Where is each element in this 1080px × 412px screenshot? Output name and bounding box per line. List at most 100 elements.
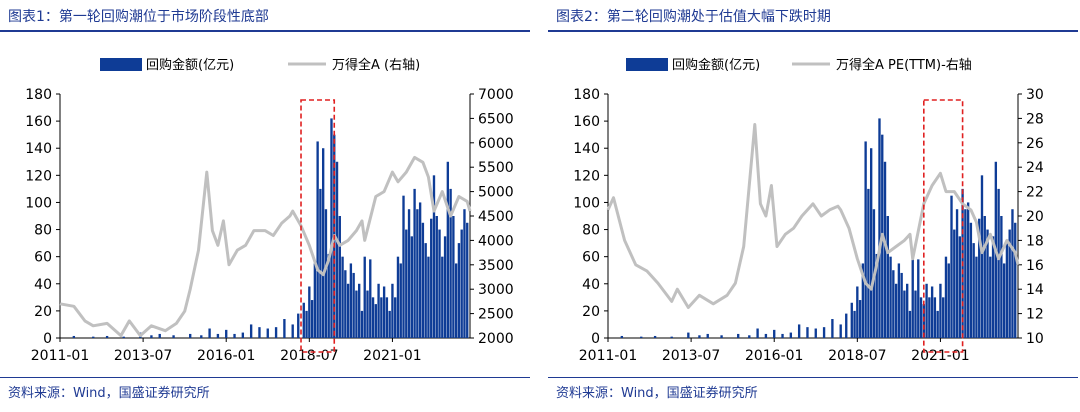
- y-right-tick-label: 7000: [478, 87, 514, 103]
- title-rule: [0, 30, 530, 32]
- bar: [850, 302, 853, 338]
- bar: [925, 283, 928, 338]
- y-left-tick-label: 40: [34, 277, 52, 293]
- bar: [883, 161, 887, 338]
- bar: [997, 188, 1000, 338]
- bar: [897, 263, 901, 338]
- bar: [900, 272, 903, 338]
- bar: [302, 302, 305, 338]
- bar: [958, 236, 962, 338]
- bar: [903, 290, 906, 338]
- y-right-tick-label: 16: [1026, 258, 1044, 274]
- bar: [374, 304, 377, 338]
- source-rule: [0, 377, 530, 378]
- bar: [814, 328, 817, 338]
- bar: [366, 290, 369, 338]
- y-right-tick-label: 2000: [478, 331, 514, 347]
- y-left-tick-label: 80: [34, 223, 52, 239]
- x-tick-label: 2018-07: [280, 348, 339, 364]
- bar: [845, 313, 848, 338]
- source-note: 资料来源：Wind，国盛证券研究所: [556, 386, 758, 401]
- bar: [457, 243, 461, 338]
- bar: [831, 319, 834, 338]
- bar: [225, 329, 228, 338]
- bar: [200, 335, 203, 338]
- bar: [919, 297, 923, 338]
- bar: [454, 263, 458, 338]
- y-right-tick-label: 4000: [478, 233, 514, 249]
- y-left-tick-label: 140: [25, 141, 52, 157]
- y-right-tick-label: 18: [1026, 233, 1044, 249]
- bar: [620, 335, 624, 338]
- bar: [653, 335, 657, 338]
- bar: [748, 335, 751, 338]
- bar: [991, 236, 995, 338]
- legend-line-label: 万得全A PE(TTM)-右轴: [836, 57, 972, 73]
- bar: [413, 188, 416, 338]
- bar: [316, 141, 319, 338]
- bar: [706, 333, 709, 338]
- bar: [858, 300, 862, 338]
- bar: [382, 286, 386, 338]
- bar: [822, 327, 826, 338]
- bar: [405, 229, 408, 338]
- chart-svg: 回购金额(亿元) 万得全A PE(TTM)-右轴 0 20 40 60 80 100 120 14…: [573, 57, 1044, 364]
- bar: [933, 297, 937, 338]
- bar: [446, 161, 450, 338]
- x-tick-label: 2013-07: [114, 348, 173, 364]
- bar: [346, 283, 350, 338]
- y-right-tick-label: 2500: [478, 307, 514, 323]
- bar: [418, 202, 422, 338]
- bar: [966, 202, 970, 338]
- bar-series: [620, 118, 1017, 339]
- bar: [889, 256, 892, 338]
- bar: [930, 286, 934, 338]
- bar: [906, 283, 909, 338]
- bar: [435, 216, 438, 338]
- bar: [324, 209, 328, 338]
- bar: [911, 256, 914, 338]
- bar: [950, 195, 953, 338]
- bar: [640, 336, 643, 338]
- bar: [341, 256, 344, 338]
- bar: [424, 243, 427, 338]
- y-left-tick-label: 100: [25, 195, 52, 211]
- axes: 0 20 40 60 80 100 120 140 160 180 2000 2500 3000 3500…: [25, 87, 513, 364]
- bar: [449, 188, 452, 338]
- y-left-tick-label: 60: [34, 250, 52, 266]
- bar: [978, 218, 981, 338]
- bar: [274, 327, 278, 338]
- bar: [892, 270, 895, 338]
- y-right-tick-label: 3000: [478, 282, 514, 298]
- bar: [352, 272, 355, 338]
- bar: [1008, 229, 1011, 338]
- bar: [1014, 222, 1017, 338]
- bar: [396, 256, 400, 338]
- chart-panel-2: 图表2：第二轮回购潮处于估值大幅下跌时期 回购金额(亿元) 万得全A PE(TTM…: [548, 0, 1078, 412]
- bar: [421, 222, 425, 338]
- bar: [399, 263, 402, 338]
- bar: [964, 209, 967, 338]
- y-right-tick-label: 26: [1026, 136, 1044, 152]
- bar: [441, 256, 444, 338]
- bar: [1005, 243, 1009, 338]
- bar: [297, 313, 300, 338]
- bar: [172, 335, 175, 338]
- bar: [327, 253, 330, 338]
- title-rule: [548, 30, 1078, 32]
- bar: [969, 222, 973, 338]
- bar: [670, 336, 673, 338]
- bar: [1011, 209, 1014, 338]
- bar: [443, 236, 447, 338]
- bar: [452, 216, 455, 338]
- bar: [258, 327, 261, 338]
- bar: [928, 297, 931, 338]
- y-right-tick-label: 30: [1026, 87, 1044, 103]
- y-right-tick-label: 20: [1026, 209, 1044, 225]
- bar: [869, 148, 873, 338]
- bar: [463, 209, 466, 338]
- bar: [908, 310, 912, 338]
- source-note: 资料来源：Wind，国盛证券研究所: [8, 386, 210, 401]
- bar: [313, 263, 317, 338]
- chart-title: 图表1：第一轮回购潮位于市场阶段性底部: [8, 9, 269, 25]
